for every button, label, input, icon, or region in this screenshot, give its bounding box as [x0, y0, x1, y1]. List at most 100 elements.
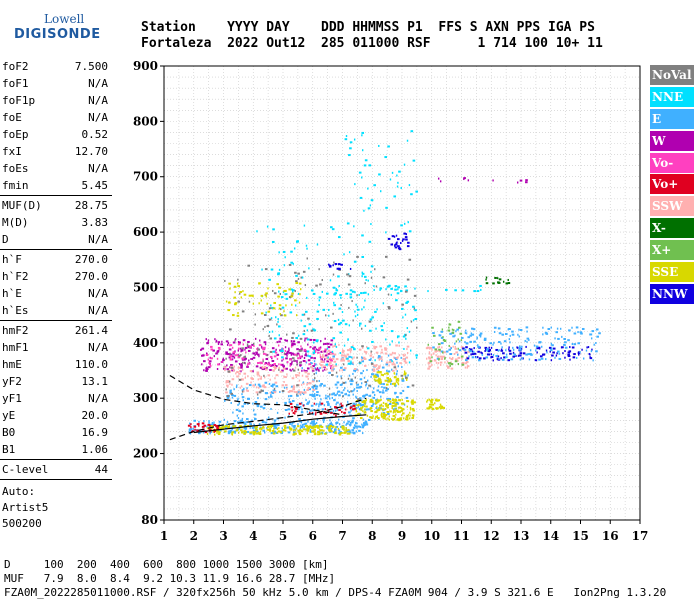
echo-point: [308, 400, 311, 403]
echo-point: [390, 330, 394, 333]
echo-point: [291, 360, 293, 363]
echo-point: [304, 422, 308, 425]
echo-point: [278, 340, 281, 343]
param-key: yE: [2, 409, 16, 422]
echo-point: [573, 343, 577, 346]
echo-point: [285, 297, 289, 300]
echo-point: [241, 310, 245, 313]
echo-point: [434, 348, 438, 351]
echo-point: [571, 346, 575, 349]
echo-point: [252, 402, 254, 405]
echo-point: [521, 345, 523, 348]
echo-point: [288, 398, 290, 401]
echo-point: [477, 350, 480, 353]
param-row: h`E N/A: [0, 285, 112, 302]
echo-point: [435, 361, 438, 364]
param-value: N/A: [88, 77, 108, 90]
echo-point: [247, 362, 250, 365]
echo-point: [337, 275, 340, 278]
echo-point: [264, 325, 266, 328]
echo-point: [319, 394, 321, 397]
echo-point: [225, 300, 228, 303]
echo-point: [325, 425, 328, 428]
echo-point: [494, 276, 497, 279]
echo-point: [391, 417, 393, 420]
echo-point: [364, 291, 367, 294]
echo-point: [508, 349, 512, 352]
echo-point: [324, 342, 327, 345]
echo-point: [270, 432, 274, 435]
echo-point: [431, 407, 435, 410]
echo-point: [314, 367, 316, 370]
echo-point: [370, 276, 373, 279]
echo-point: [245, 418, 249, 421]
echo-point: [248, 294, 252, 297]
echo-point: [364, 282, 366, 285]
echo-point: [225, 340, 229, 343]
echo-point: [361, 134, 363, 137]
echo-point: [300, 421, 303, 424]
echo-point: [354, 425, 358, 428]
echo-point: [243, 430, 246, 433]
echo-point: [567, 339, 570, 342]
echo-point: [235, 386, 238, 389]
y-tick-label: 700: [133, 170, 158, 184]
echo-point: [313, 395, 316, 398]
echo-point: [307, 343, 309, 346]
echo-point: [365, 423, 369, 426]
echo-point: [386, 369, 388, 372]
echo-point: [429, 347, 431, 350]
echo-point: [320, 402, 324, 405]
echo-point: [378, 399, 381, 402]
echo-point: [377, 366, 381, 369]
echo-point: [394, 365, 396, 368]
echo-point: [292, 431, 296, 434]
echo-point: [370, 416, 374, 419]
echo-point: [364, 403, 366, 406]
param-row: fmin 5.45: [0, 177, 112, 194]
echo-point: [361, 272, 365, 275]
echo-point: [269, 391, 272, 394]
echo-point: [336, 381, 340, 384]
echo-point: [263, 367, 266, 370]
echo-point: [439, 361, 443, 364]
echo-point: [326, 360, 330, 363]
echo-point: [508, 348, 510, 351]
echo-point: [398, 419, 401, 422]
echo-point: [477, 344, 479, 347]
echo-point: [311, 369, 315, 372]
echo-point: [396, 336, 399, 339]
echo-point: [307, 401, 310, 404]
echo-point: [216, 368, 219, 371]
echo-point: [545, 332, 549, 335]
echo-point: [554, 337, 556, 340]
echo-point: [262, 328, 264, 331]
echo-point: [385, 361, 389, 364]
echo-point: [226, 424, 228, 427]
echo-point: [387, 293, 390, 296]
legend-entry-vo-minus: Vo-: [650, 152, 694, 173]
echo-point: [556, 350, 560, 353]
echo-point: [535, 345, 539, 348]
echo-point: [268, 318, 272, 321]
echo-point: [240, 429, 243, 432]
echo-point: [360, 372, 363, 375]
echo-point: [226, 395, 230, 398]
echo-point: [283, 352, 286, 355]
echo-point: [376, 368, 379, 371]
echo-point: [440, 405, 442, 408]
echo-point: [232, 425, 235, 428]
echo-point: [298, 379, 301, 382]
echo-point: [410, 401, 414, 404]
echo-point: [316, 418, 319, 421]
echo-point: [484, 350, 486, 353]
echo-point: [374, 402, 378, 405]
echo-point: [299, 364, 302, 367]
echo-point: [224, 399, 226, 402]
echo-point: [396, 396, 399, 399]
echo-point: [225, 357, 227, 360]
echo-point: [280, 314, 283, 317]
echo-point: [216, 431, 218, 434]
echo-point: [458, 349, 462, 352]
echo-point: [296, 384, 299, 387]
